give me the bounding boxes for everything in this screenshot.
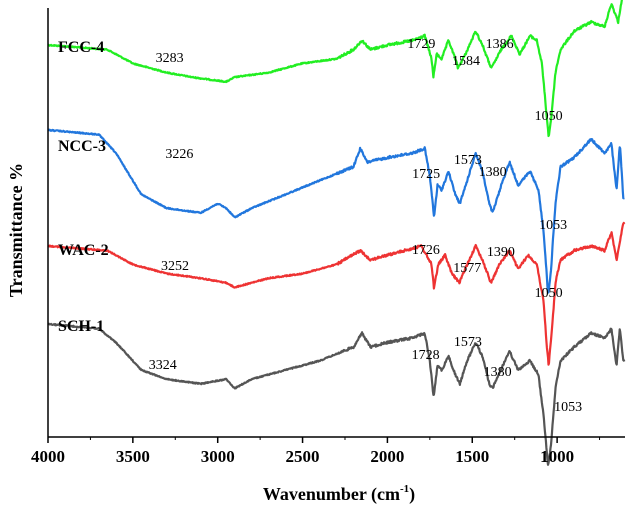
x-axis-label: Wavenumber (cm-1)	[263, 483, 415, 505]
peak-label: 1050	[535, 109, 563, 124]
peak-label: 3252	[161, 259, 189, 274]
peak-label: 1726	[412, 243, 440, 258]
peak-label: 1050	[535, 286, 563, 301]
x-tick-label: 4000	[31, 447, 65, 466]
x-tick-label: 1000	[540, 447, 574, 466]
series-label-ncc-3: NCC-3	[58, 138, 106, 155]
series-line-sch-1	[47, 322, 626, 466]
peak-label: 1380	[484, 365, 512, 380]
peak-label: 1728	[412, 348, 440, 363]
x-tick-label: 3000	[201, 447, 235, 466]
y-axis-label: Transmittance %	[6, 163, 26, 297]
peak-label: 3283	[156, 51, 184, 66]
series-line-ncc-3	[47, 128, 625, 294]
peak-label: 1386	[486, 37, 514, 52]
peak-label: 1390	[487, 245, 515, 260]
peak-label: 1577	[453, 261, 481, 276]
series-line-fcc-4	[47, 0, 623, 138]
peak-label: 1053	[539, 218, 567, 233]
peak-label: 1053	[554, 400, 582, 415]
x-tick-label: 2500	[286, 447, 320, 466]
peak-label: 1573	[454, 153, 482, 168]
series-label-fcc-4: FCC-4	[58, 39, 104, 56]
x-tick-label: 3500	[116, 447, 150, 466]
peak-label: 3226	[165, 147, 193, 162]
series-label-wac-2: WAC-2	[58, 242, 109, 259]
x-tick-label: 2000	[370, 447, 404, 466]
series-line-wac-2	[47, 221, 626, 366]
peak-label: 1380	[479, 165, 507, 180]
plot-area: FCC-4 3283 1729 1584 1386 1050 NCC-3 3226 1725 15…	[47, 0, 626, 466]
peak-label: 1725	[412, 167, 440, 182]
peak-label: 1573	[454, 335, 482, 350]
peak-label: 1729	[407, 37, 435, 52]
series-label-sch-1: SCH-1	[58, 318, 104, 335]
x-tick-label: 1500	[455, 447, 489, 466]
axes: 4000 3500 3000 2500 2000 1500 1000	[31, 8, 625, 466]
peak-label: 3324	[149, 358, 177, 373]
peak-label: 1584	[452, 54, 480, 69]
